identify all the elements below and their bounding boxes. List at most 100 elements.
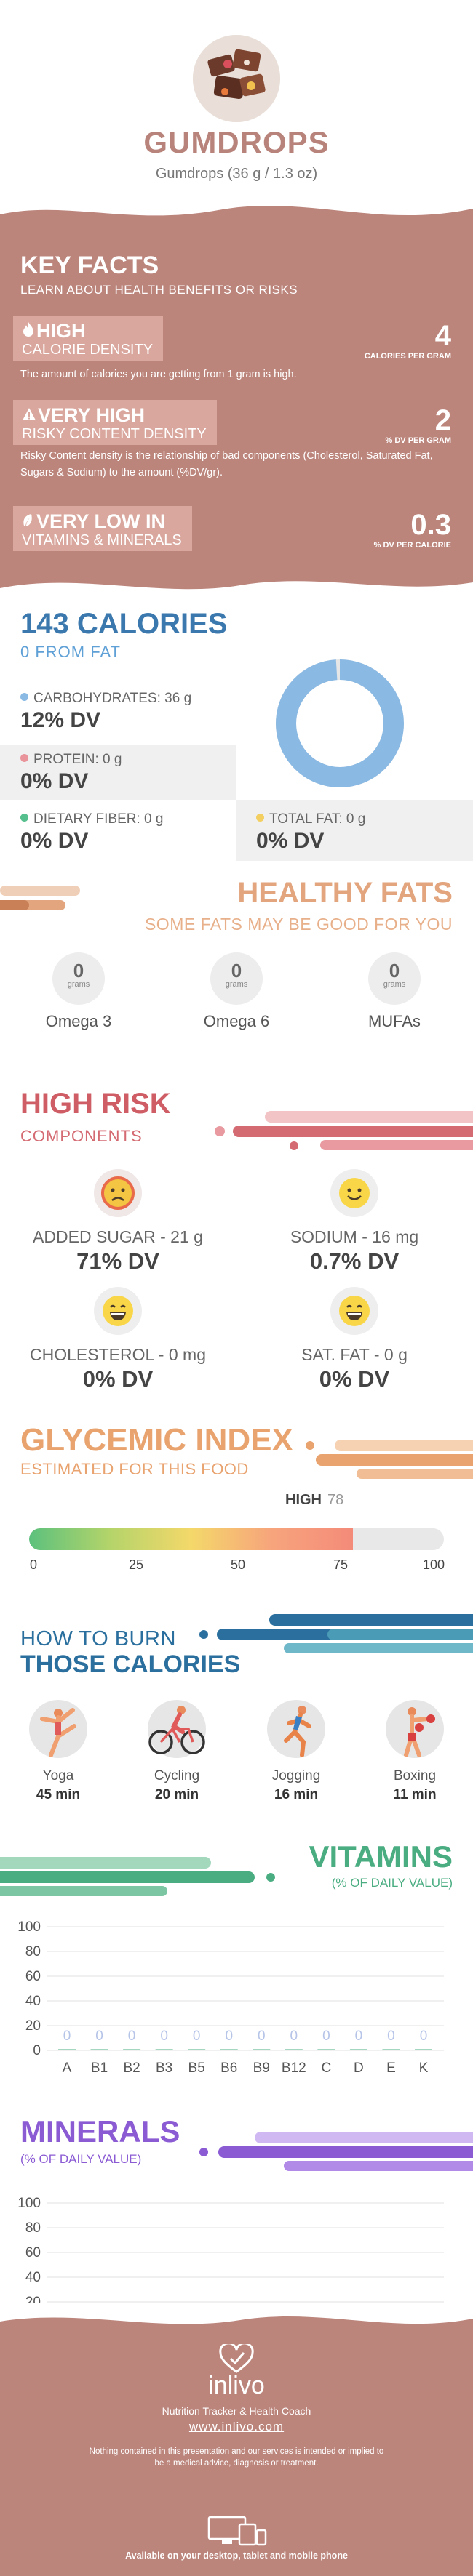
y-tick-label: 60 [25, 1969, 41, 1984]
category-label: B3 [156, 2061, 172, 2076]
fiber-color-dot [20, 814, 28, 822]
category-label: D [354, 2061, 364, 2076]
glycemic-title: GLYCEMIC INDEX [20, 1422, 293, 1458]
bottom-wave [0, 581, 473, 603]
category-label: B5 [188, 2061, 205, 2076]
gauge-tick: 75 [333, 1557, 349, 1572]
bar-C [317, 2049, 335, 2050]
footer-top-wave [0, 2303, 473, 2324]
page-title: GUMDROPS [143, 125, 330, 159]
added-sugar-item: ADDED SUGAR - 21 g 71% DV [20, 1169, 216, 1275]
omega3-item: 0 grams Omega 3 [17, 952, 140, 1031]
calories-title: 143 CALORIES [20, 608, 228, 640]
top-wave [0, 194, 473, 216]
jogging-icon [267, 1700, 325, 1758]
activity-yoga: Yoga 45 min [15, 1700, 102, 1803]
warning-icon [22, 404, 38, 426]
key-fact-unit: % DV PER GRAM [385, 436, 451, 445]
high-risk-subtitle: COMPONENTS [20, 1127, 143, 1145]
boxing-icon [386, 1700, 444, 1758]
leaf-icon [22, 510, 36, 532]
key-fact-label: VERY LOW IN VITAMINS & MINERALS [13, 506, 192, 551]
activity-jogging: Jogging 16 min [253, 1700, 340, 1803]
value-label: 0 [160, 2029, 168, 2044]
sodium-item: SODIUM - 16 mg 0.7% DV [256, 1169, 453, 1275]
vitamins-decor-stripes [0, 1857, 275, 1896]
value-label: 0 [258, 2029, 266, 2044]
gauge-tick: 50 [230, 1557, 246, 1572]
bar-B6 [220, 2049, 238, 2050]
value-label: 0 [322, 2029, 330, 2044]
category-label: B9 [253, 2061, 270, 2076]
key-fact-value: 2 [434, 404, 451, 436]
bar-D [349, 2049, 367, 2050]
protein-stat: PROTEIN: 0 g 0% DV [20, 752, 122, 793]
category-label: B12 [282, 2061, 306, 2076]
carbohydrates-stat: CARBOHYDRATES: 36 g 12% DV [20, 691, 192, 732]
key-fact-value: 4 [434, 320, 451, 352]
omega6-item: 0 grams Omega 6 [175, 952, 298, 1031]
glycemic-level: HIGH 78 [285, 1492, 344, 1508]
high-risk-title: HIGH RISK [20, 1088, 171, 1120]
key-fact-description: Risky Content density is the relationshi… [20, 450, 433, 478]
heart-logo-icon [219, 2342, 254, 2377]
category-label: B2 [123, 2061, 140, 2076]
devices-icon [206, 2514, 267, 2550]
calories-donut-chart [276, 659, 404, 787]
category-label: C [321, 2061, 331, 2076]
protein-color-dot [20, 754, 28, 762]
bar-B9 [253, 2049, 271, 2050]
fat-highlight [236, 800, 473, 861]
category-label: B1 [91, 2061, 108, 2076]
flame-icon [22, 320, 36, 342]
key-fact-label: HIGH CALORIE DENSITY [13, 316, 164, 361]
bar-B5 [188, 2049, 206, 2050]
gauge-tick: 25 [128, 1557, 144, 1572]
value-label: 0 [63, 2029, 71, 2044]
bar-B3 [155, 2049, 173, 2050]
y-tick-label: 0 [33, 2043, 41, 2058]
food-image [193, 35, 280, 122]
y-tick-label: 100 [17, 2196, 41, 2211]
y-tick-label: 40 [25, 2270, 41, 2285]
value-label: 0 [193, 2029, 201, 2044]
value-label: 0 [128, 2029, 136, 2044]
value-label: 0 [387, 2029, 395, 2044]
total-fat-stat: TOTAL FAT: 0 g 0% DV [256, 811, 366, 853]
availability-text: Available on your desktop, tablet and mo… [125, 2551, 348, 2561]
glycemic-subtitle: ESTIMATED FOR THIS FOOD [20, 1460, 249, 1478]
grin-face-icon [94, 1287, 142, 1335]
bar-B1 [90, 2049, 108, 2050]
carbs-color-dot [20, 693, 28, 701]
value-label: 0 [420, 2029, 428, 2044]
key-fact-unit: CALORIES PER GRAM [364, 352, 451, 361]
grin-face-icon [330, 1287, 378, 1335]
vitamins-subtitle: (% OF DAILY VALUE) [331, 1876, 453, 1890]
cycling-icon [148, 1700, 206, 1758]
fiber-stat: DIETARY FIBER: 0 g 0% DV [20, 811, 164, 853]
donut-carbs-arc [276, 659, 404, 787]
bar-B2 [123, 2049, 141, 2050]
category-label: B6 [220, 2061, 237, 2076]
value-label: 0 [95, 2029, 103, 2044]
value-label: 0 [355, 2029, 363, 2044]
healthy-fats-subtitle: SOME FATS MAY BE GOOD FOR YOU [144, 915, 453, 934]
brand-website-link[interactable]: www.inlivo.com [188, 2420, 285, 2433]
y-tick-label: 80 [25, 2220, 41, 2236]
glycemic-gauge [29, 1528, 444, 1550]
burn-title-line1: HOW TO BURN [20, 1627, 176, 1650]
fat-color-dot [256, 814, 264, 822]
sad-face-icon [94, 1169, 142, 1217]
smile-face-icon [330, 1169, 378, 1217]
vitamins-bar-chart: 100 80 60 40 20 0 0 A 0 B1 0 B2 0 B3 0 B5 0 B6 0 B9 0 B12 0 C 0 D… [17, 1919, 444, 2076]
bar-B12 [285, 2049, 303, 2050]
key-fact-description: The amount of calories you are getting f… [20, 369, 297, 380]
bar-A [58, 2049, 76, 2050]
y-tick-label: 80 [25, 1944, 41, 1959]
minerals-subtitle: (% OF DAILY VALUE) [20, 2152, 142, 2166]
category-label: E [386, 2061, 396, 2076]
key-facts-title: KEY FACTS [20, 252, 159, 279]
footer: inlivo Nutrition Tracker & Health Coach … [0, 2303, 473, 2576]
y-tick-label: 40 [25, 1994, 41, 2009]
healthy-fats-title: HEALTHY FATS [237, 877, 453, 909]
